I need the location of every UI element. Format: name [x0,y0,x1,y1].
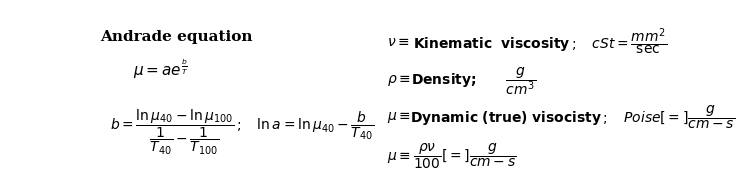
Text: $\mu \equiv \dfrac{\rho\nu}{100}[{=}]\dfrac{g}{cm-s}$: $\mu \equiv \dfrac{\rho\nu}{100}[{=}]\df… [387,142,516,171]
Text: $\mu = ae^{\frac{b}{T}}$: $\mu = ae^{\frac{b}{T}}$ [133,57,188,81]
Text: $\nu \equiv$: $\nu \equiv$ [387,35,410,49]
Text: $\mathbf{Density;}\quad\quad \dfrac{g}{cm^3}$: $\mathbf{Density;}\quad\quad \dfrac{g}{c… [411,65,536,97]
Text: $\rho \equiv$: $\rho \equiv$ [387,73,411,88]
Text: $\mu \equiv$: $\mu \equiv$ [387,110,411,125]
Text: $\mathbf{Kinematic\ \ viscosity}$$\,;\quad cSt = \dfrac{mm^2}{\mathrm{sec}}$: $\mathbf{Kinematic\ \ viscosity}$$\,;\qu… [413,26,667,57]
Text: $\mathbf{Dynamic\ (true)\ visocisty}\,;\quad Poise[{=}]\dfrac{g}{cm-s}$: $\mathbf{Dynamic\ (true)\ visocisty}\,;\… [410,103,735,131]
Text: Andrade equation: Andrade equation [100,30,252,44]
Text: $b = \dfrac{\ln\mu_{40} - \ln\mu_{100}}{\dfrac{1}{T_{40}} - \dfrac{1}{T_{100}}}\: $b = \dfrac{\ln\mu_{40} - \ln\mu_{100}}{… [110,108,374,157]
